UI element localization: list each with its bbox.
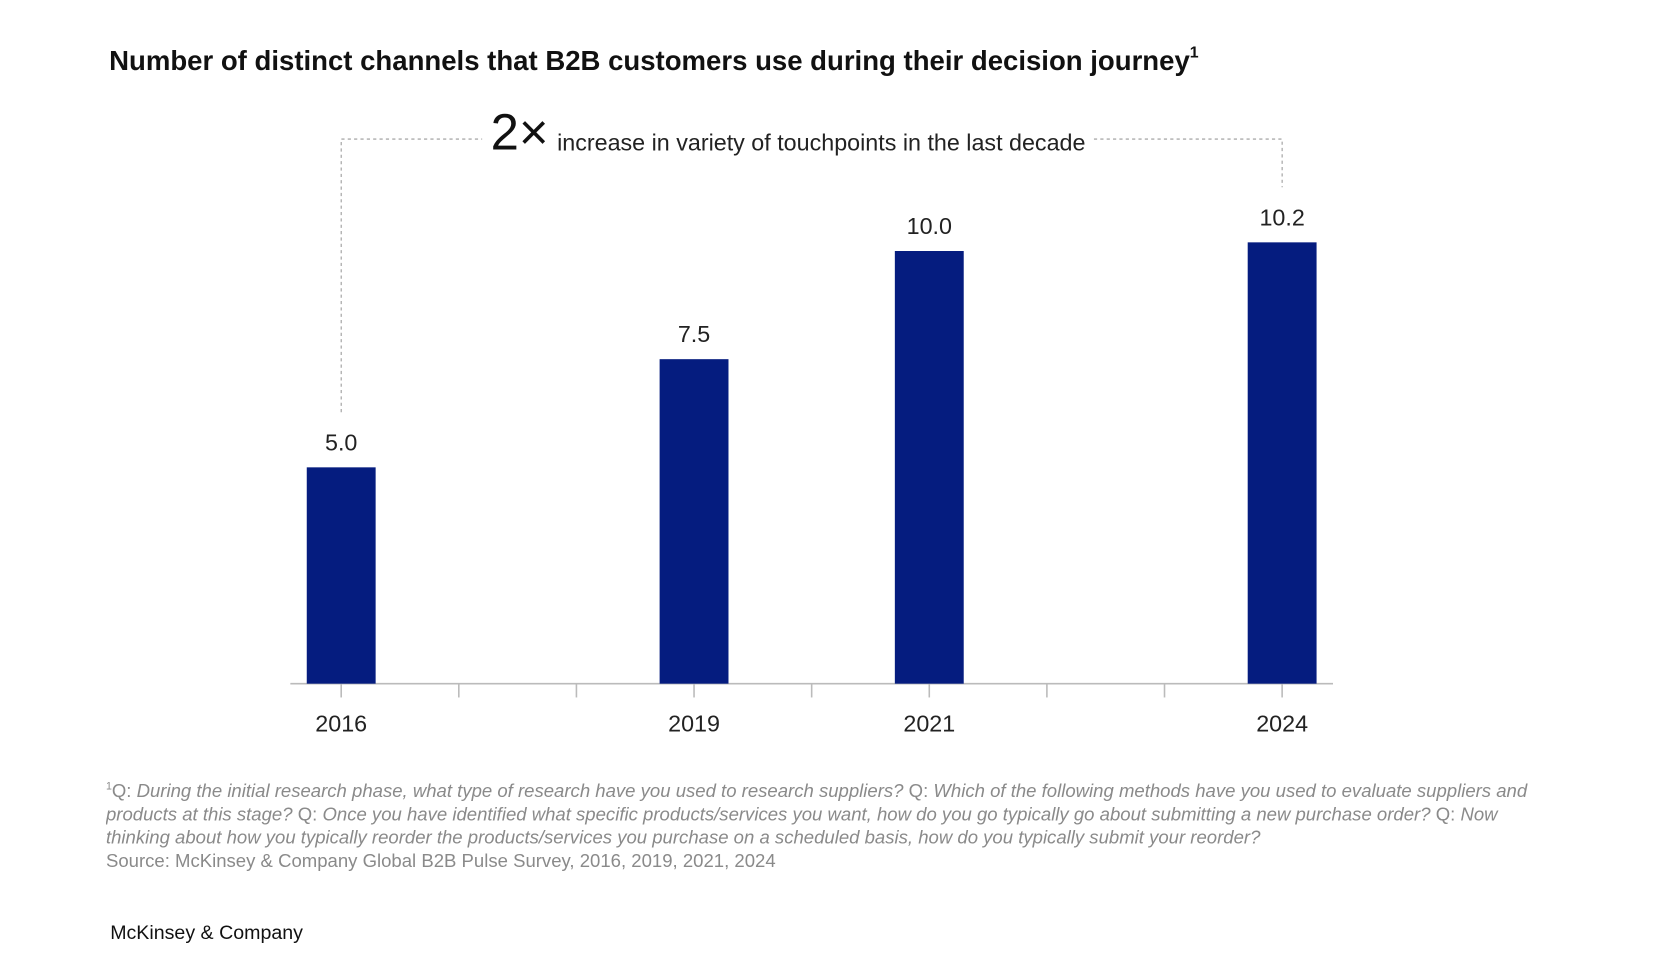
footnote-prefix: Q:: [908, 779, 929, 802]
footnote-question: Now thinking about how you typically reo…: [105, 803, 1498, 848]
bar: [659, 359, 729, 684]
footnote-question: Which of the following methods have you …: [105, 779, 1528, 825]
footnote-marker: 1: [105, 781, 112, 793]
footnote-prefix: Q:: [297, 803, 318, 825]
footnote-source: Source: McKinsey & Company Global B2B Pu…: [105, 849, 776, 872]
x-tick-label: 2024: [1256, 710, 1308, 736]
footnote-prefix: Q:: [111, 779, 132, 802]
value-label: 5.0: [325, 429, 357, 455]
footnote-question: During the initial research phase, what …: [136, 779, 904, 802]
footnote-box: 1Q: During the initial research phase, w…: [106, 776, 1536, 872]
chart-title: Number of distinct channels that B2B cus…: [109, 44, 1199, 76]
annotation-bracket-left: [340, 138, 483, 413]
annotation-multiplier: 2×: [491, 104, 549, 161]
x-tick-label: 2019: [668, 710, 720, 736]
annotation-bracket-right: [1093, 138, 1283, 188]
x-tick-label: 2021: [903, 710, 955, 736]
x-tick-label: 2016: [315, 710, 367, 736]
value-label: 7.5: [678, 321, 710, 347]
footnote-question: Once you have identified what specific p…: [322, 803, 1431, 825]
footnote: 1Q: During the initial research phase, w…: [106, 776, 1536, 872]
bar: [1247, 242, 1317, 684]
value-label: 10.2: [1259, 204, 1304, 230]
footnote-prefix: Q:: [1435, 803, 1456, 825]
title-footnote-marker: 1: [1190, 44, 1199, 61]
bar: [306, 467, 376, 684]
brand: McKinsey & Company: [110, 922, 303, 944]
bar: [894, 251, 964, 684]
annotation-text: increase in variety of touchpoints in th…: [557, 130, 1085, 156]
value-label: 10.0: [907, 213, 952, 239]
title-text: Number of distinct channels that B2B cus…: [109, 45, 1190, 76]
